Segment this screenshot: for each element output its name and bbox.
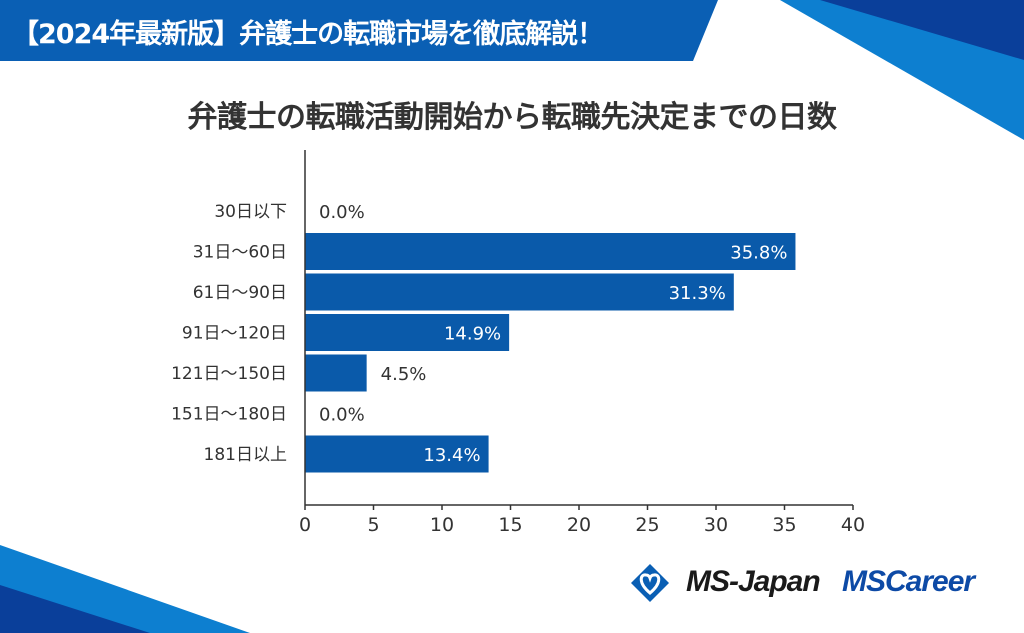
ms-career-logo: MSCareer	[842, 565, 975, 599]
category-label: 61日〜90日	[193, 283, 287, 303]
data-label: 4.5%	[381, 364, 427, 385]
x-tick-label: 0	[299, 514, 311, 536]
data-label: 0.0%	[319, 405, 365, 426]
ms-career-text: MSCareer	[842, 565, 975, 598]
category-label: 121日〜150日	[171, 364, 287, 384]
corner-stripe-top-dark	[820, 0, 1024, 60]
bar	[305, 314, 510, 351]
chart-title: 弁護士の転職活動開始から転職先決定までの日数	[187, 100, 838, 135]
category-label: 31日〜60日	[193, 243, 287, 263]
data-label: 31.3%	[669, 283, 726, 304]
corner-stripe-bottom-dark	[0, 585, 150, 633]
bar	[305, 273, 734, 311]
category-label: 91日〜120日	[182, 324, 287, 344]
category-label: 30日以下	[214, 202, 287, 222]
data-label: 13.4%	[423, 445, 480, 466]
data-label: 35.8%	[730, 243, 787, 264]
bar	[305, 435, 489, 473]
x-tick-label: 15	[498, 514, 522, 536]
data-label: 0.0%	[319, 202, 365, 223]
ms-japan-text: MS-Japan	[686, 565, 821, 598]
x-tick-label: 25	[635, 514, 659, 536]
bar	[305, 233, 796, 270]
bar	[305, 354, 367, 392]
x-tick-label: 10	[430, 514, 454, 536]
category-label: 181日以上	[204, 445, 287, 465]
x-tick-label: 5	[367, 514, 379, 536]
category-label: 151日〜180日	[171, 405, 287, 425]
data-label: 14.9%	[444, 324, 501, 345]
title-banner	[0, 0, 718, 61]
x-tick-label: 30	[704, 514, 728, 536]
ms-japan-emblem-icon	[631, 564, 669, 602]
banner-title: 【2024年最新版】弁護士の転職市場を徹底解説！	[12, 19, 604, 50]
x-tick-label: 35	[772, 514, 796, 536]
ms-japan-logo: MS-Japan	[631, 564, 821, 602]
x-tick-label: 20	[567, 514, 591, 536]
x-tick-label: 40	[841, 514, 865, 536]
